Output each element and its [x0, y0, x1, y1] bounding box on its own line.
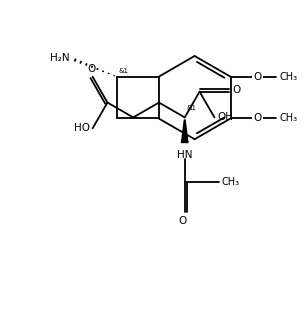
Text: O: O: [253, 113, 262, 124]
Text: O: O: [232, 85, 240, 95]
Text: CH₃: CH₃: [221, 177, 239, 187]
Text: O: O: [87, 64, 96, 74]
Text: CH₃: CH₃: [279, 72, 297, 82]
Text: O: O: [253, 72, 262, 82]
Text: &1: &1: [187, 106, 197, 111]
Text: O: O: [179, 215, 187, 226]
Polygon shape: [181, 119, 189, 143]
Text: HO: HO: [74, 123, 90, 133]
Text: &1: &1: [119, 68, 129, 74]
Text: CH₃: CH₃: [279, 113, 297, 124]
Text: HN: HN: [177, 150, 192, 160]
Text: H₂N: H₂N: [50, 53, 69, 63]
Text: OH: OH: [217, 112, 233, 123]
